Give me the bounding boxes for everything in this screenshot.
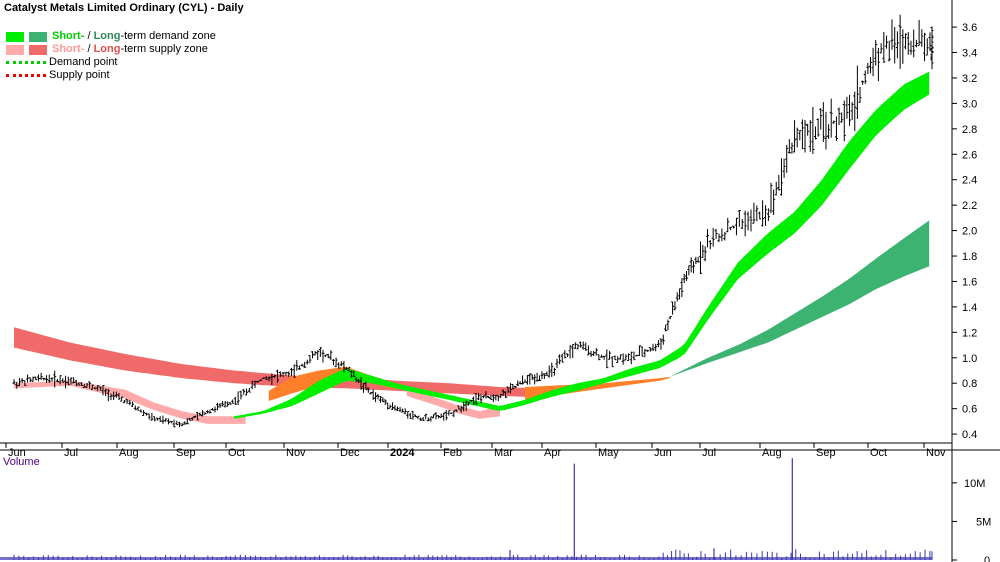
x-tick-label: Sep: [176, 447, 196, 459]
y-tick-label: 3.0: [962, 98, 977, 110]
legend-supply-sep: /: [84, 43, 94, 55]
x-tick-label: Nov: [926, 447, 946, 459]
x-tick-label: Jul: [702, 447, 716, 459]
legend-supply-long: Long: [93, 43, 121, 55]
x-tick-label: Mar: [494, 447, 513, 459]
y-tick-label: 0.4: [962, 429, 977, 441]
y-tick-label: 2.8: [962, 124, 977, 136]
legend-demand-long: Long: [93, 30, 121, 42]
volume-tick-label: 10M: [964, 478, 985, 490]
legend-demand-point: Demand point: [6, 56, 216, 69]
x-tick-label: Nov: [286, 447, 306, 459]
legend-demand-short: Short-: [52, 30, 85, 42]
y-tick-label: 2.0: [962, 226, 977, 238]
demand-point-swatch: [6, 61, 46, 64]
short-term-supply-zone: [14, 380, 246, 424]
y-tick-label: 3.4: [962, 48, 977, 60]
x-tick-label: 2024: [390, 447, 415, 459]
chart-title: Catalyst Metals Limited Ordinary (CYL) -…: [4, 2, 244, 14]
y-tick-label: 1.0: [962, 353, 977, 365]
y-tick-label: 1.2: [962, 327, 977, 339]
x-tick-label: Jun: [654, 447, 672, 459]
legend-demand-sep: /: [84, 30, 94, 42]
x-tick-label: Oct: [228, 447, 245, 459]
short-supply-swatch: [6, 44, 24, 55]
y-tick-label: 1.6: [962, 276, 977, 288]
supply-point-swatch: [6, 74, 46, 77]
x-tick-label: Aug: [119, 447, 139, 459]
candles-layer: [12, 14, 934, 428]
y-tick-label: 0.8: [962, 378, 977, 390]
y-tick-label: 3.2: [962, 73, 977, 85]
legend-supply-rest: -term supply zone: [120, 43, 208, 55]
legend-supply-zone: Short- / Long -term supply zone: [6, 43, 216, 56]
x-tick-label: Jun: [8, 447, 26, 459]
y-tick-label: 0.6: [962, 404, 977, 416]
long-demand-swatch: [29, 31, 47, 42]
x-tick-label: Sep: [816, 447, 836, 459]
y-tick-label: 2.6: [962, 149, 977, 161]
long-term-demand-zone: [669, 220, 930, 377]
y-tick-label: 1.4: [962, 302, 977, 314]
volume-tick-label: 5M: [976, 516, 991, 528]
x-tick-label: Aug: [762, 447, 782, 459]
volume-layer: 0 5M 10M: [0, 458, 991, 562]
x-tick-label: Feb: [443, 447, 462, 459]
volume-baseline-bars: [0, 557, 932, 560]
legend-demand-rest: -term demand zone: [120, 30, 216, 42]
x-tick-label: Apr: [544, 447, 561, 459]
chart-legend: Short- / Long -term demand zone Short- / …: [6, 30, 216, 82]
legend-supply-point: Supply point: [6, 69, 216, 82]
x-tick-label: Jul: [64, 447, 78, 459]
legend-supply-short: Short-: [52, 43, 85, 55]
y-tick-label: 2.4: [962, 175, 977, 187]
legend-demand-zone: Short- / Long -term demand zone: [6, 30, 216, 43]
legend-demand-point-label: Demand point: [49, 56, 118, 68]
volume-panel-label: Volume: [3, 456, 40, 468]
y-tick-label: 3.6: [962, 22, 977, 34]
legend-supply-point-label: Supply point: [49, 69, 110, 81]
y-tick-label: 1.8: [962, 251, 977, 263]
long-term-supply-zone: [14, 327, 540, 398]
long-supply-swatch: [29, 44, 47, 55]
x-tick-label: Dec: [340, 447, 360, 459]
zones-layer: [14, 71, 930, 424]
x-tick-label: Oct: [870, 447, 887, 459]
volume-tick-label: 0: [984, 555, 990, 562]
short-demand-swatch: [6, 31, 24, 42]
x-tick-label: May: [598, 447, 619, 459]
y-tick-label: 2.2: [962, 200, 977, 212]
short-term-supply-zone-2: [406, 388, 500, 419]
